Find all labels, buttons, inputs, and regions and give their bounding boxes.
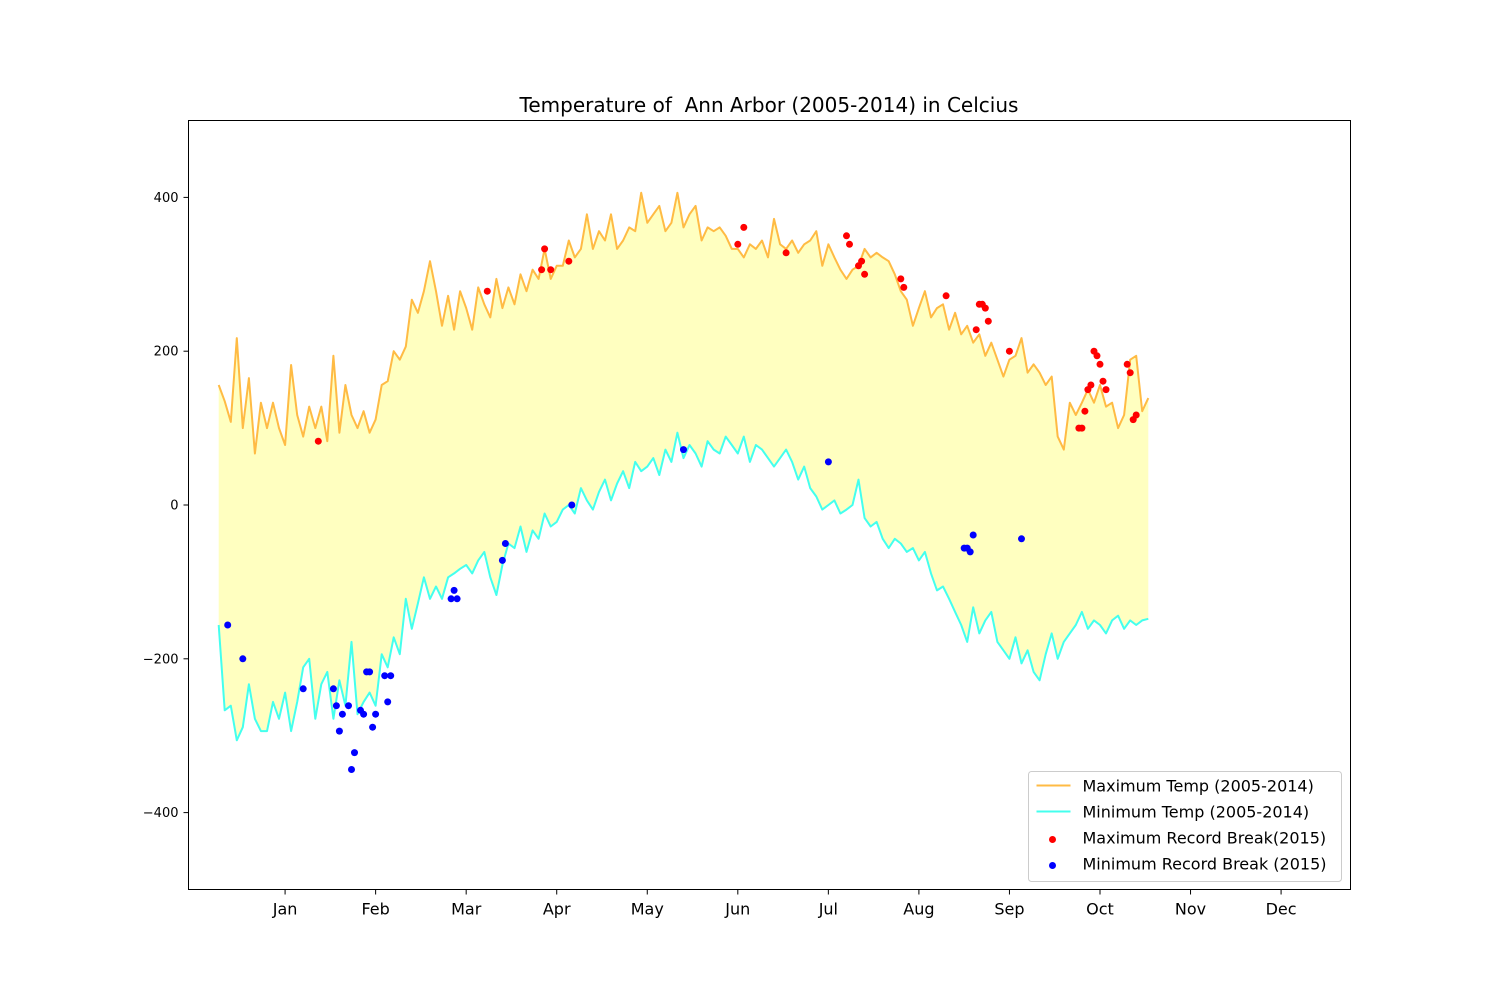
- x-tick-label: Sep: [994, 900, 1024, 919]
- min-record-point: [369, 723, 377, 731]
- min-record-point: [224, 621, 232, 629]
- max-record-point: [858, 257, 866, 265]
- x-tick-label: Jul: [818, 900, 838, 919]
- x-tick-label: Aug: [903, 900, 934, 919]
- min-record-point: [387, 672, 395, 680]
- legend-label: Minimum Record Break (2015): [1083, 855, 1327, 874]
- min-record-point: [568, 501, 576, 509]
- min-record-point: [1018, 535, 1025, 543]
- max-record-point: [734, 240, 742, 248]
- max-record-point: [1087, 381, 1095, 389]
- max-record-point: [1078, 424, 1086, 432]
- max-record-point: [972, 326, 980, 334]
- max-record-point: [782, 249, 790, 257]
- max-record-point: [861, 270, 869, 278]
- max-record-point: [740, 223, 748, 231]
- x-tick-label: May: [631, 900, 664, 919]
- max-temp-line: [217, 191, 1150, 455]
- min-record-point: [360, 710, 368, 718]
- max-record-point: [565, 257, 573, 265]
- min-record-point: [498, 556, 506, 564]
- min-record-point: [453, 595, 461, 603]
- x-tick-label: Mar: [451, 900, 482, 919]
- legend-dot-swatch: [1049, 836, 1056, 843]
- y-tick-label: 400: [154, 191, 179, 206]
- x-tick-label: Jan: [272, 900, 298, 919]
- max-record-point: [541, 245, 549, 253]
- max-record-point: [483, 287, 491, 295]
- legend-box: [1028, 771, 1342, 882]
- min-record-point: [501, 540, 509, 547]
- y-tick-label: 0: [170, 499, 178, 514]
- temperature-range-fill: [218, 192, 1149, 741]
- max-record-point: [1126, 369, 1134, 377]
- max-record-point: [846, 240, 853, 248]
- min-record-point: [338, 710, 346, 718]
- max-record-point: [1102, 386, 1110, 394]
- max-record-point: [942, 292, 950, 300]
- min-record-point: [366, 668, 374, 676]
- chart-title: Temperature of Ann Arbor (2005-2014) in …: [519, 93, 1019, 117]
- min-record-point: [299, 685, 307, 693]
- min-record-point: [335, 727, 343, 735]
- x-tick-label: Jun: [724, 900, 750, 919]
- max-record-point: [1005, 347, 1013, 355]
- min-temp-line: [217, 431, 1149, 742]
- y-tick-label: 200: [154, 345, 179, 360]
- max-record-point: [981, 304, 989, 312]
- min-record-point: [332, 702, 340, 710]
- min-record-point: [824, 458, 832, 466]
- x-tick-label: Apr: [543, 900, 571, 919]
- min-record-point: [348, 766, 355, 773]
- legend-label: Maximum Temp (2005-2014): [1083, 777, 1314, 796]
- max-record-point: [1081, 407, 1089, 415]
- y-tick-label: −200: [143, 652, 179, 667]
- min-record-point: [345, 702, 352, 710]
- x-tick-label: Dec: [1266, 900, 1297, 919]
- max-record-point: [843, 232, 850, 240]
- max-record-point: [900, 283, 908, 291]
- min-record-point: [680, 446, 687, 454]
- min-record-point: [447, 595, 455, 603]
- max-record-point: [984, 317, 992, 325]
- x-tick-label: Nov: [1175, 900, 1206, 919]
- min-record-point: [372, 710, 380, 718]
- min-record-point: [969, 531, 977, 539]
- legend: Maximum Temp (2005-2014) Minimum Temp (20…: [1028, 771, 1342, 882]
- max-record-point: [1099, 377, 1107, 385]
- min-record-point: [381, 672, 389, 680]
- min-record-point: [329, 685, 337, 693]
- max-record-point: [314, 437, 322, 445]
- legend-label: Minimum Temp (2005-2014): [1083, 803, 1310, 822]
- min-record-point: [384, 698, 392, 706]
- plot-area: [217, 191, 1150, 773]
- max-record-point: [538, 266, 546, 274]
- max-record-point: [1123, 360, 1131, 368]
- min-record-point: [966, 548, 974, 556]
- x-tick-label: Feb: [361, 900, 389, 919]
- min-record-point: [450, 586, 458, 594]
- min-record-point: [239, 655, 247, 663]
- axes: Jan Feb Mar Apr May Jun Jul Aug Sep Oct Nov Dec −400…: [143, 191, 1297, 919]
- x-tick-label: Oct: [1086, 900, 1114, 919]
- min-record-point: [351, 749, 358, 757]
- max-record-point: [897, 275, 905, 283]
- max-record-point: [1093, 352, 1101, 360]
- legend-label: Maximum Record Break(2015): [1083, 829, 1327, 848]
- max-record-point: [1096, 360, 1104, 368]
- y-tick-label: −400: [143, 806, 179, 821]
- max-record-point: [1132, 411, 1140, 419]
- legend-dot-swatch: [1049, 862, 1056, 869]
- max-record-point: [547, 266, 555, 274]
